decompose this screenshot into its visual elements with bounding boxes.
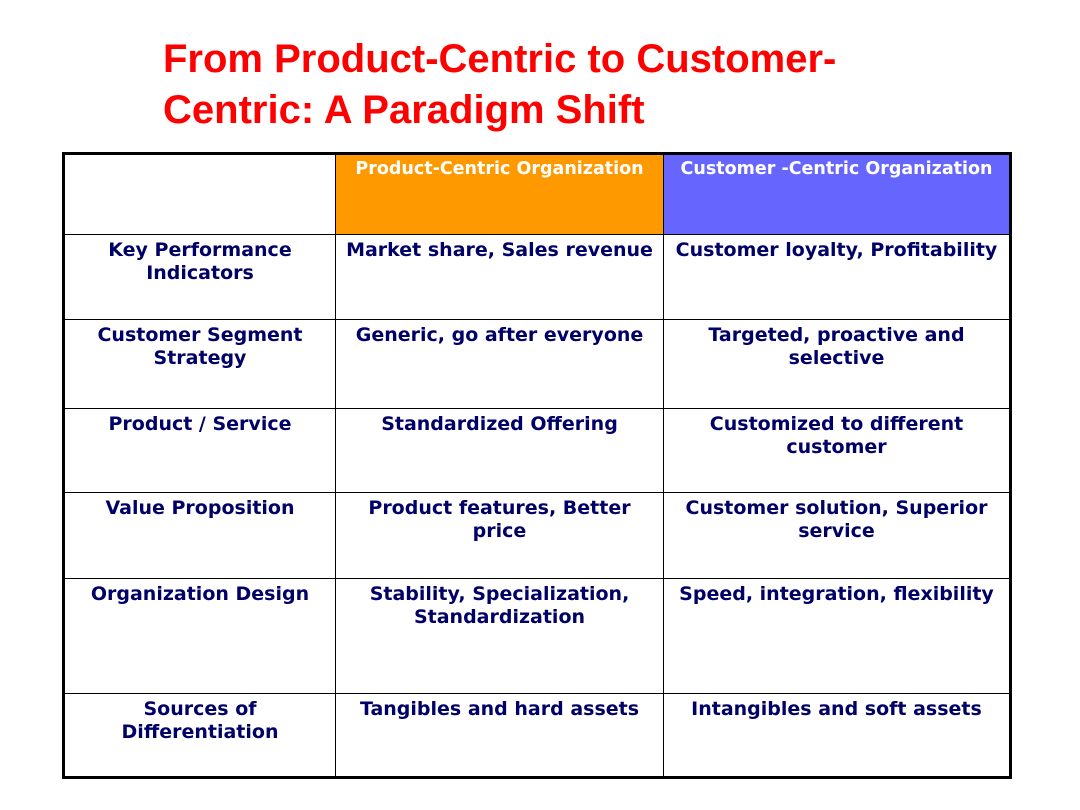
row-label: Customer Segment Strategy <box>63 319 336 409</box>
header-product-centric: Product-Centric Organization <box>335 153 664 235</box>
table-row: Organization Design Stability, Specializ… <box>63 578 1011 694</box>
customer-centric-cell: Targeted, proactive and selective <box>663 319 1011 409</box>
product-centric-cell: Product features, Better price <box>335 492 664 579</box>
row-label: Sources of Differentiation <box>63 693 336 778</box>
table-row: Key Performance Indicators Market share,… <box>63 234 1011 320</box>
comparison-table: Product-Centric Organization Customer -C… <box>62 152 1012 779</box>
slide-title-line-2: Centric: A Paradigm Shift <box>163 88 645 132</box>
product-centric-cell: Stability, Specialization, Standardizati… <box>335 578 664 694</box>
table-corner-cell <box>63 153 336 235</box>
slide-title-line-1: From Product-Centric to Customer- <box>163 37 837 81</box>
table-row: Product / Service Standardized Offering … <box>63 408 1011 493</box>
table-row: Customer Segment Strategy Generic, go af… <box>63 319 1011 409</box>
product-centric-cell: Tangibles and hard assets <box>335 693 664 778</box>
product-centric-cell: Standardized Offering <box>335 408 664 493</box>
row-label: Key Performance Indicators <box>63 234 336 320</box>
row-label: Product / Service <box>63 408 336 493</box>
slide-title: From Product-Centric to Customer- Centri… <box>163 34 923 136</box>
customer-centric-cell: Intangibles and soft assets <box>663 693 1011 778</box>
customer-centric-cell: Customer loyalty, Profitability <box>663 234 1011 320</box>
customer-centric-cell: Customer solution, Superior service <box>663 492 1011 579</box>
table-row: Sources of Differentiation Tangibles and… <box>63 693 1011 778</box>
customer-centric-cell: Customized to different customer <box>663 408 1011 493</box>
product-centric-cell: Market share, Sales revenue <box>335 234 664 320</box>
customer-centric-cell: Speed, integration, flexibility <box>663 578 1011 694</box>
header-customer-centric: Customer -Centric Organization <box>663 153 1011 235</box>
table-header-row: Product-Centric Organization Customer -C… <box>63 153 1011 235</box>
row-label: Organization Design <box>63 578 336 694</box>
row-label: Value Proposition <box>63 492 336 579</box>
product-centric-cell: Generic, go after everyone <box>335 319 664 409</box>
table-row: Value Proposition Product features, Bett… <box>63 492 1011 579</box>
